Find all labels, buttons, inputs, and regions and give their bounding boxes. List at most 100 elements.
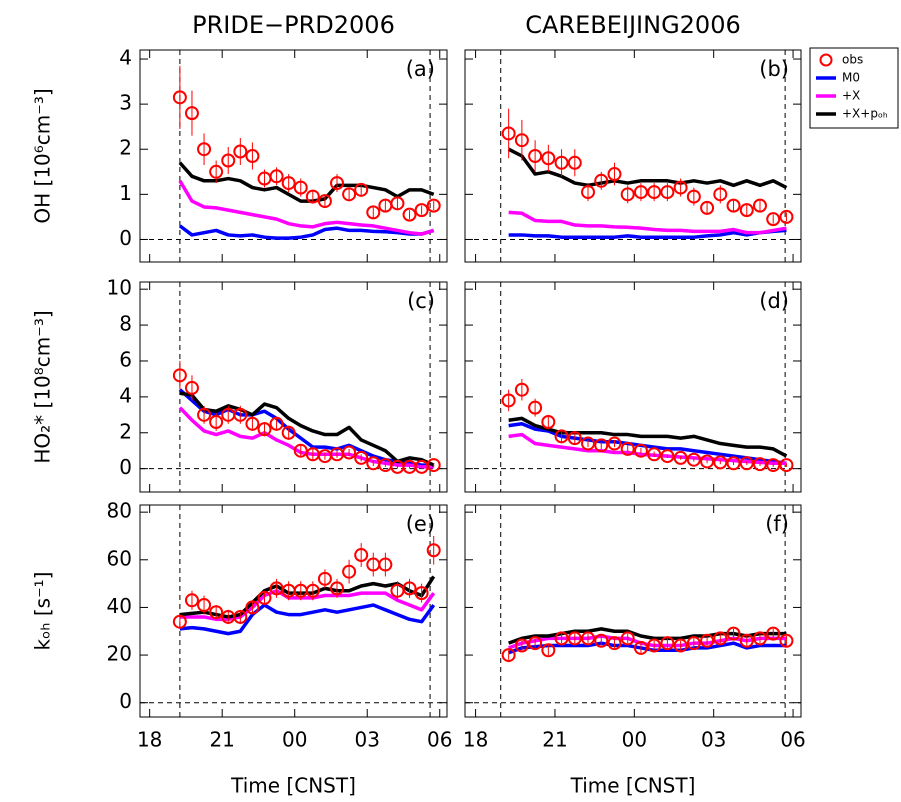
obs-marker xyxy=(426,458,441,473)
obs-marker xyxy=(766,212,781,227)
frame xyxy=(139,49,448,263)
obs-marker xyxy=(726,456,741,471)
model-line xyxy=(179,603,436,636)
obs-marker xyxy=(581,185,596,200)
obs-marker xyxy=(209,164,224,179)
y-tick-label: 0 xyxy=(119,689,132,713)
obs-marker xyxy=(172,614,187,629)
obs-marker xyxy=(293,443,308,458)
obs-marker xyxy=(402,581,417,596)
obs-marker xyxy=(257,590,272,605)
obs-marker xyxy=(366,205,381,220)
obs-marker xyxy=(501,393,516,408)
obs-marker xyxy=(414,586,429,601)
obs-marker xyxy=(172,368,187,383)
obs-marker xyxy=(221,153,236,168)
obs-marker xyxy=(766,626,781,641)
legend-label: +X xyxy=(842,89,860,103)
obs-marker xyxy=(620,441,635,456)
obs-marker xyxy=(269,416,284,431)
obs-marker xyxy=(554,631,569,646)
obs-marker xyxy=(594,173,609,188)
model-line xyxy=(179,391,435,467)
obs-marker xyxy=(245,149,260,163)
y-tick-label: 0 xyxy=(119,226,132,250)
obs-marker xyxy=(184,593,199,608)
y-tick-label: 60 xyxy=(107,546,132,570)
obs-marker xyxy=(514,133,529,148)
y-tick-label: 4 xyxy=(119,46,132,70)
model-line xyxy=(178,161,435,203)
obs-marker xyxy=(739,633,754,648)
obs-marker xyxy=(567,155,582,170)
legend-symbol xyxy=(819,53,833,67)
obs-marker xyxy=(620,631,635,646)
obs-marker xyxy=(633,640,648,655)
obs-marker xyxy=(209,605,224,620)
x-tick-label: 03 xyxy=(355,728,380,752)
obs-marker xyxy=(660,636,675,651)
obs-marker xyxy=(567,631,582,646)
plot-area xyxy=(465,50,801,262)
y-axis-label: HO₂* [10⁸cm⁻³] xyxy=(31,310,55,463)
x-tick-label: 00 xyxy=(282,728,307,752)
model-line xyxy=(178,224,435,240)
legend-label: +X+pₒₕ xyxy=(842,107,888,121)
obs-marker xyxy=(317,571,332,586)
panel-label: (d) xyxy=(759,289,789,313)
obs-marker xyxy=(779,458,794,473)
obs-marker xyxy=(567,431,582,446)
obs-marker xyxy=(607,167,622,182)
frame xyxy=(464,504,802,718)
x-tick-label: 21 xyxy=(542,728,567,752)
model-line xyxy=(508,422,787,466)
plot-area xyxy=(140,282,447,492)
obs-marker xyxy=(647,638,662,653)
x-tick-label: 03 xyxy=(701,728,726,752)
obs-marker xyxy=(607,436,622,451)
obs-marker xyxy=(647,447,662,462)
x-tick-label: 18 xyxy=(137,728,162,752)
obs-marker xyxy=(541,415,556,429)
obs-marker xyxy=(257,422,272,437)
obs-marker xyxy=(514,382,529,397)
obs-marker xyxy=(620,187,635,202)
obs-marker xyxy=(426,198,441,213)
obs-marker xyxy=(528,400,543,415)
y-tick-label: 10 xyxy=(107,276,132,300)
y-tick-label: 2 xyxy=(119,419,132,443)
obs-marker xyxy=(700,454,715,469)
obs-marker xyxy=(528,636,543,651)
model-line xyxy=(508,228,787,239)
obs-marker xyxy=(594,438,609,453)
x-tick-label: 06 xyxy=(780,728,805,752)
obs-marker xyxy=(594,633,609,648)
panel-label: (c) xyxy=(407,289,435,313)
obs-marker xyxy=(660,185,675,200)
obs-marker xyxy=(209,415,224,429)
y-tick-label: 0 xyxy=(119,455,132,479)
obs-marker xyxy=(197,407,212,422)
x-tick-label: 00 xyxy=(622,728,647,752)
obs-marker xyxy=(554,155,569,170)
obs-marker xyxy=(233,144,248,159)
frame xyxy=(139,504,448,718)
obs-marker xyxy=(305,189,320,204)
obs-marker xyxy=(660,449,675,464)
obs-marker xyxy=(245,600,260,615)
obs-marker xyxy=(726,198,741,213)
obs-marker xyxy=(779,633,794,648)
y-axis-label: OH [10⁶cm⁻³] xyxy=(31,88,55,223)
panel-label: (f) xyxy=(765,512,789,536)
obs-marker xyxy=(633,443,648,458)
obs-marker xyxy=(197,598,212,613)
obs-marker xyxy=(402,207,417,222)
obs-marker xyxy=(700,633,715,648)
obs-marker xyxy=(713,187,728,202)
obs-marker xyxy=(342,564,357,579)
plot-area xyxy=(140,505,447,717)
obs-marker xyxy=(779,209,794,224)
panel-label: (b) xyxy=(759,57,789,81)
obs-marker xyxy=(184,106,199,121)
